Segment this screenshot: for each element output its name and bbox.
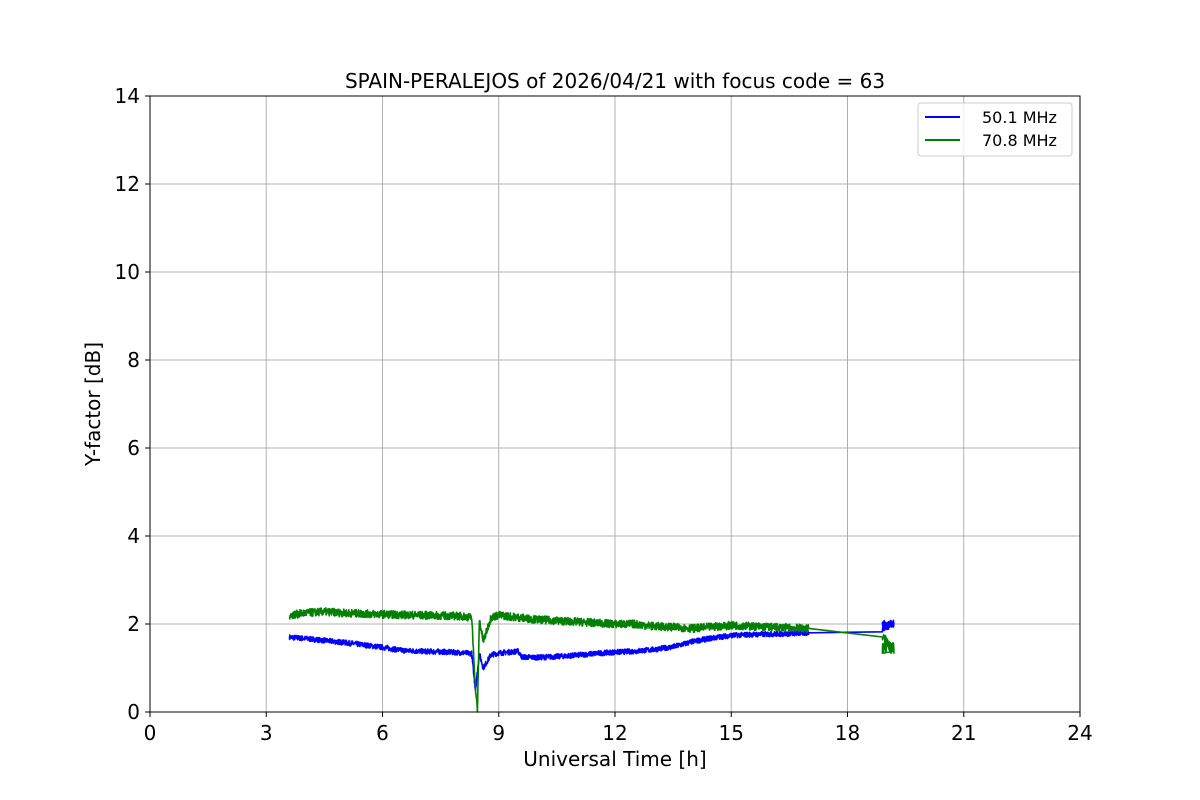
y-tick-label: 2 (127, 612, 140, 636)
x-tick-label: 6 (376, 721, 389, 745)
y-tick-label: 6 (127, 436, 140, 460)
series-line-1 (288, 607, 895, 713)
x-tick-label: 0 (144, 721, 157, 745)
y-tick-label: 4 (127, 524, 140, 548)
x-tick-label: 3 (260, 721, 273, 745)
x-tick-label: 18 (835, 721, 860, 745)
x-tick-label: 12 (602, 721, 627, 745)
legend-label-70mhz: 70.8 MHz (982, 131, 1057, 150)
y-tick-label: 8 (127, 348, 140, 372)
x-axis-label: Universal Time [h] (523, 747, 706, 771)
y-tick-label: 14 (115, 84, 140, 108)
y-tick-label: 12 (115, 172, 140, 196)
legend: 50.1 MHz 70.8 MHz (917, 102, 1073, 157)
legend-label-50mhz: 50.1 MHz (982, 108, 1057, 127)
x-tick-label: 15 (719, 721, 744, 745)
x-tick-label: 21 (951, 721, 976, 745)
chart-title: SPAIN-PERALEJOS of 2026/04/21 with focus… (345, 69, 885, 93)
y-axis-label: Y-factor [dB] (81, 342, 105, 467)
y-tick-label: 0 (127, 700, 140, 724)
series-line-0 (288, 619, 895, 692)
x-tick-label: 24 (1067, 721, 1092, 745)
x-tick-label: 9 (492, 721, 505, 745)
y-tick-label: 10 (115, 260, 140, 284)
plot-area (288, 607, 895, 713)
